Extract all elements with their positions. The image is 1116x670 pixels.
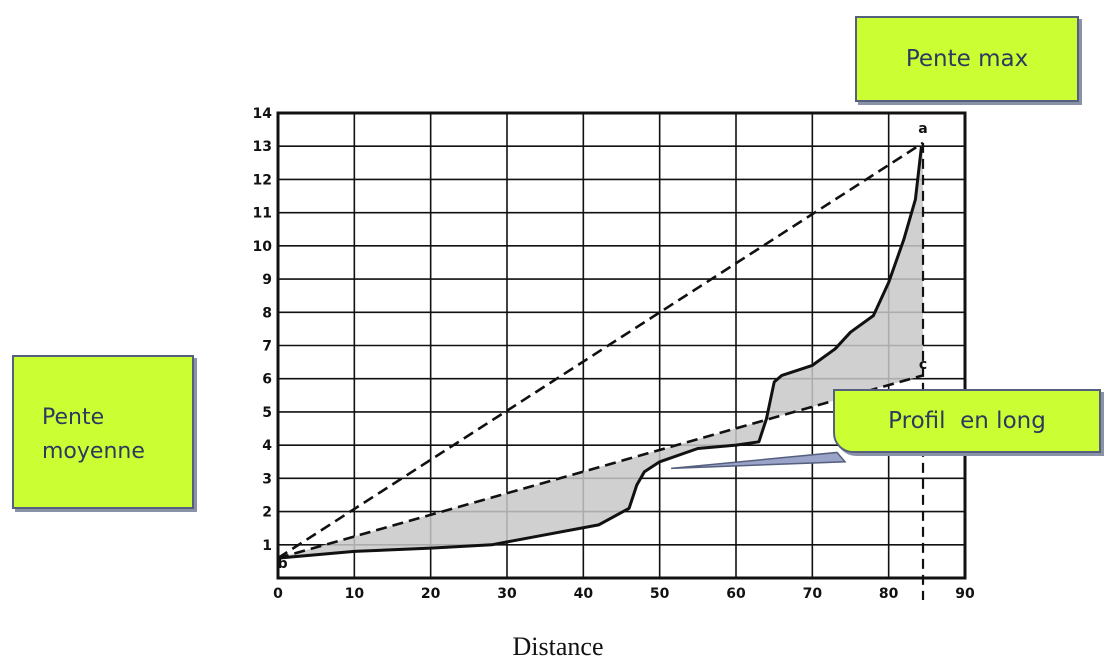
- y-tick-label-1: 1: [262, 538, 272, 554]
- x-tick-label-40: 40: [574, 586, 594, 602]
- y-tick-label-12: 12: [253, 172, 272, 188]
- y-tick-label-10: 10: [253, 239, 273, 255]
- point-label-b: b: [278, 556, 288, 572]
- callout-pente-max-text: Pente max: [905, 46, 1029, 72]
- point-labels: a b c: [278, 121, 928, 572]
- x-tick-label-90: 90: [955, 586, 975, 602]
- x-tick-label-80: 80: [879, 586, 899, 602]
- series-line-0: [277, 141, 924, 560]
- y-tick-label-13: 13: [253, 139, 272, 155]
- point-label-c: c: [919, 357, 927, 373]
- x-tick-label-0: 0: [273, 586, 283, 602]
- callout-profil-en-long: Profil en long: [833, 389, 1101, 453]
- y-tick-label-3: 3: [262, 471, 272, 487]
- chart-frame: [276, 111, 967, 580]
- callout-pointer: [671, 451, 847, 470]
- y-tick-label-9: 9: [262, 272, 272, 288]
- callout-pente-max: Pente max: [855, 16, 1079, 102]
- x-tick-label-20: 20: [421, 586, 441, 602]
- series-line-1: [277, 374, 924, 560]
- x-axis-title: Distance: [512, 632, 604, 661]
- point-label-a: a: [918, 121, 927, 137]
- y-tick-label-6: 6: [262, 372, 272, 388]
- x-tick-label-60: 60: [726, 586, 746, 602]
- y-tick-label-14: 14: [253, 106, 273, 122]
- y-tick-label-11: 11: [253, 206, 272, 222]
- x-tick-label-30: 30: [497, 586, 517, 602]
- series-line-2: [277, 146, 923, 560]
- x-tick-label-50: 50: [650, 586, 670, 602]
- plot-frame: [276, 111, 967, 580]
- series-lines: [277, 141, 925, 600]
- callout-pointer-shape: [671, 451, 847, 470]
- y-tick-label-5: 5: [262, 405, 272, 421]
- callout-pente-moyenne: Pente moyenne: [12, 355, 194, 509]
- y-tick-label-4: 4: [262, 438, 272, 454]
- y-tick-label-8: 8: [262, 305, 272, 321]
- x-tick-label-10: 10: [345, 586, 365, 602]
- shaded-area: [278, 146, 923, 559]
- x-tick-label-70: 70: [803, 586, 823, 602]
- y-tick-label-2: 2: [262, 505, 272, 521]
- callout-pente-moyenne-line2: moyenne: [42, 439, 145, 464]
- shaded-area-group: [278, 146, 923, 559]
- callout-profil-text: Profil en long: [888, 408, 1046, 434]
- callout-pente-moyenne-line1: Pente: [42, 405, 105, 430]
- y-tick-label-7: 7: [262, 339, 272, 355]
